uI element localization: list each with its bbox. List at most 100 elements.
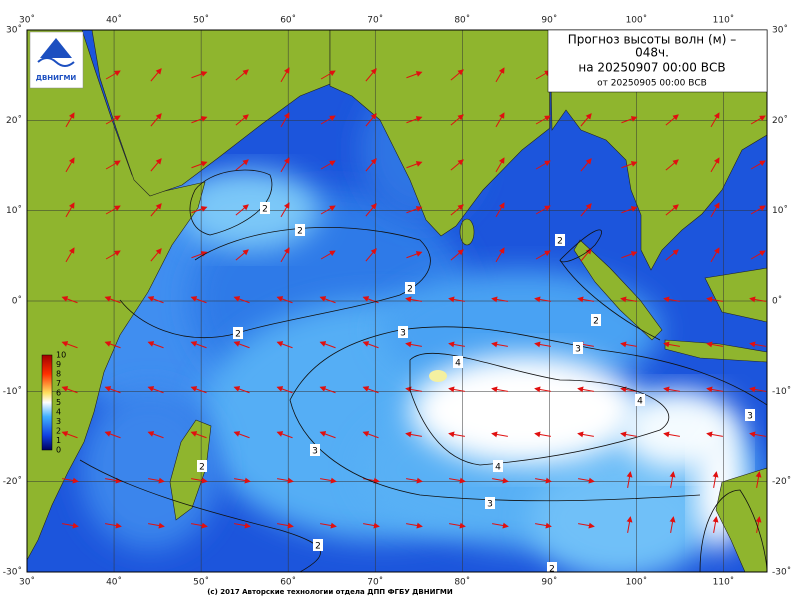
wave-direction-arrow	[450, 114, 464, 126]
wave-direction-arrow	[320, 205, 336, 215]
wave-direction-arrow	[449, 522, 466, 529]
wave-direction-arrow	[65, 247, 75, 263]
contour-label: 3	[312, 447, 318, 457]
wave-direction-arrow	[580, 113, 592, 127]
wave-direction-arrow	[621, 116, 638, 124]
wave-direction-arrow	[320, 477, 337, 484]
contour-label: 3	[487, 500, 493, 510]
wave-direction-arrow	[578, 522, 595, 529]
contour-label-bg	[635, 394, 645, 406]
wave-direction-arrow	[406, 477, 423, 484]
wave-direction-arrow	[280, 247, 290, 263]
wave-direction-arrow	[620, 386, 637, 393]
header-lead: 048ч.	[635, 46, 669, 60]
wave-direction-arrow	[65, 112, 75, 128]
wave-direction-arrow	[669, 516, 676, 533]
land-mass	[664, 339, 767, 363]
wave-direction-arrow	[534, 386, 551, 393]
wave-direction-arrow	[234, 477, 251, 484]
wave-direction-arrow	[365, 68, 377, 82]
contour-label-bg	[453, 356, 463, 368]
lat-label: 20˚	[6, 115, 22, 126]
lon-label: 100˚	[626, 577, 648, 588]
wave-direction-arrow	[406, 71, 423, 79]
wave-field	[530, 460, 710, 572]
wave-direction-arrow	[535, 70, 551, 80]
lat-label: -10˚	[772, 386, 791, 397]
wave-direction-arrow	[669, 471, 676, 488]
contour-label-bg	[493, 460, 503, 472]
wave-direction-arrow	[406, 116, 423, 124]
wave-direction-arrow	[105, 205, 121, 215]
wave-direction-arrow	[450, 249, 464, 261]
lon-label: 80˚	[454, 577, 470, 588]
wave-direction-arrow	[61, 341, 78, 349]
wave-direction-arrow	[710, 247, 720, 263]
contour-label-bg	[295, 224, 305, 236]
wave-direction-arrow	[191, 522, 208, 529]
lat-label: -10˚	[3, 386, 22, 397]
wave-direction-arrow	[755, 516, 762, 533]
wave-direction-arrow	[710, 202, 720, 218]
wave-direction-arrow	[580, 158, 592, 172]
wave-direction-arrow	[105, 522, 122, 529]
wave-direction-arrow	[663, 341, 680, 348]
contour-label-bg	[547, 562, 557, 572]
logo-text: ДВНИГМИ	[36, 74, 77, 82]
wave-direction-arrow	[365, 203, 377, 217]
wave-direction-arrow	[663, 431, 680, 438]
wave-direction-arrow	[621, 251, 638, 259]
wave-direction-arrow	[535, 160, 551, 170]
wave-direction-arrow	[665, 114, 679, 126]
lat-label: 10˚	[6, 205, 22, 216]
colorbar-label: 1	[56, 436, 61, 445]
wave-direction-arrow	[706, 386, 723, 393]
wave-direction-arrow	[580, 248, 592, 262]
wave-direction-arrow	[534, 431, 551, 438]
wave-direction-arrow	[620, 296, 637, 303]
lat-label: 30˚	[6, 25, 22, 36]
wave-direction-arrow	[105, 477, 122, 484]
wave-direction-arrow	[61, 431, 78, 439]
wave-direction-arrow	[626, 516, 633, 533]
contour-label: 4	[455, 359, 461, 369]
header-box	[547, 29, 768, 93]
contour-label: 2	[297, 227, 303, 237]
wave-direction-arrow	[280, 67, 290, 83]
wave-direction-arrow	[749, 341, 766, 348]
colorbar	[41, 354, 53, 451]
frame	[26, 29, 768, 573]
wave-direction-arrow	[626, 471, 633, 488]
wave-direction-arrow	[405, 296, 422, 303]
contour-label-bg	[310, 444, 320, 456]
colorbar-label: 0	[56, 446, 61, 455]
footer: (c) 2017 Авторские технологии отдела ДПП…	[207, 588, 453, 596]
wave-direction-arrow	[147, 386, 164, 394]
wave-direction-arrow	[362, 341, 379, 349]
wave-direction-arrow	[147, 341, 164, 349]
lon-label: 40˚	[106, 15, 122, 26]
contour-label: 4	[495, 463, 501, 473]
contour-label: 2	[262, 205, 268, 215]
contour-label: 2	[549, 565, 555, 575]
contour-label-bg	[260, 202, 270, 214]
wave-direction-arrow	[448, 431, 465, 438]
wave-direction-arrow	[190, 296, 207, 304]
wave-direction-arrow	[491, 296, 508, 303]
wave-direction-arrow	[750, 250, 766, 260]
wave-direction-arrow	[406, 206, 423, 214]
logo-emblem	[40, 38, 72, 58]
wave-direction-arrow	[147, 431, 164, 439]
lon-label: 70˚	[367, 15, 383, 26]
lon-label: 70˚	[367, 577, 383, 588]
wave-direction-arrow	[150, 158, 162, 172]
wave-direction-arrow	[749, 296, 766, 303]
wave-direction-arrow	[148, 477, 165, 484]
contour-label-bg	[573, 342, 583, 354]
contour-label: 3	[400, 329, 406, 339]
wave-direction-arrow	[405, 386, 422, 393]
contour-label-bg	[405, 282, 415, 294]
wave-direction-arrow	[750, 115, 766, 125]
contour-label: 2	[407, 285, 413, 295]
wave-direction-arrow	[405, 431, 422, 438]
